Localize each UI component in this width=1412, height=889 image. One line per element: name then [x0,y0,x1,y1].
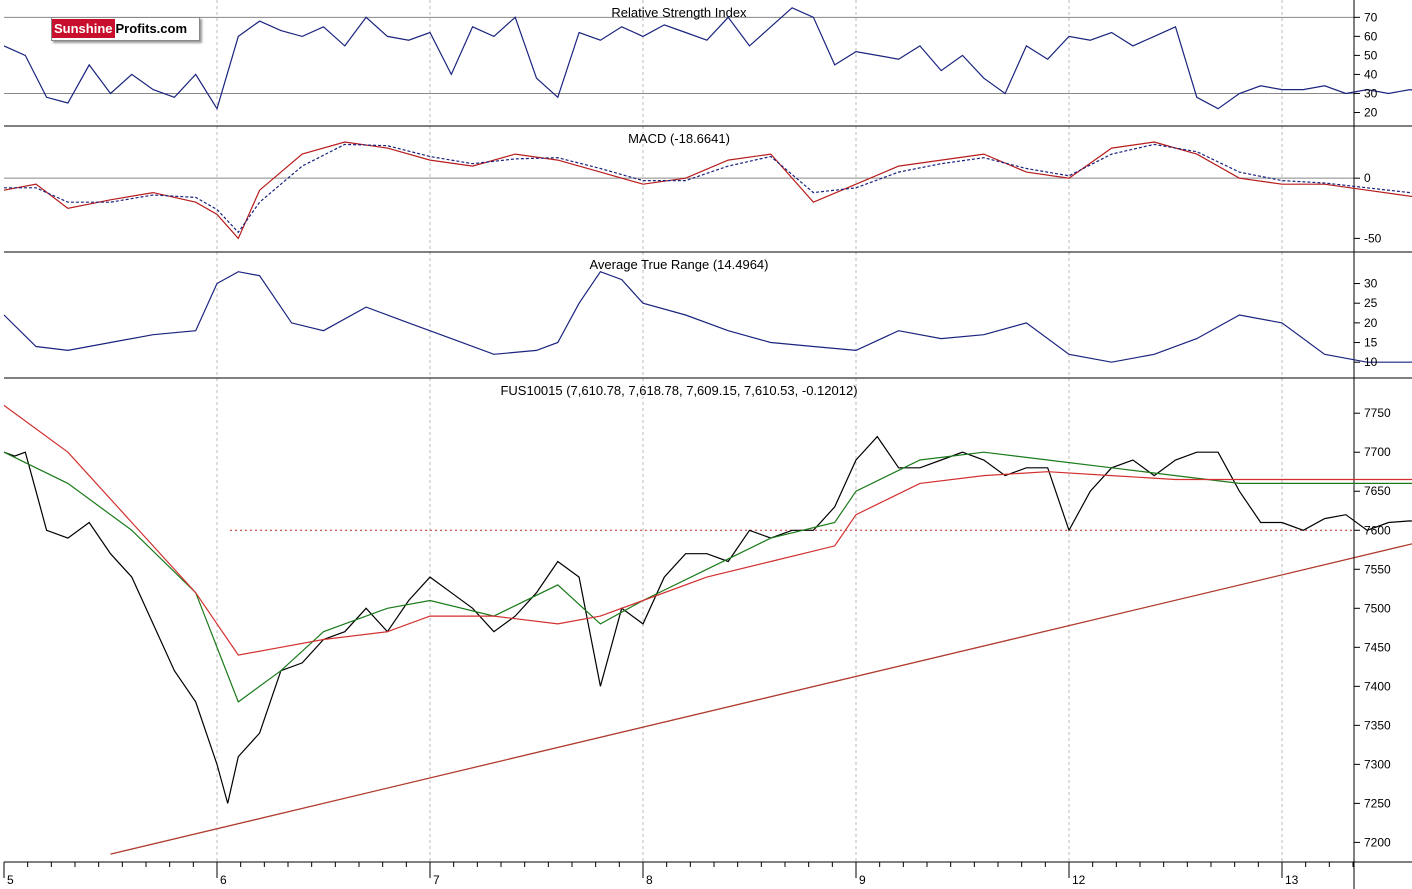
y-tick-label: 50 [1364,48,1378,62]
y-tick-label: 7650 [1364,484,1391,498]
y-tick-label: 70 [1364,10,1378,24]
y-tick-label: 7550 [1364,562,1391,576]
y-tick-label: 7350 [1364,718,1391,732]
x-date-label: 8 [646,873,653,887]
y-tick-label: 60 [1364,29,1378,43]
y-tick-label: 20 [1364,316,1378,330]
y-tick-label: 7750 [1364,406,1391,420]
sunshine-profits-logo: Sunshine Profits.com [51,17,200,41]
x-date-label: 7 [433,873,440,887]
y-tick-label: 7200 [1364,835,1391,849]
series-line [3,7,1412,111]
y-tick-label: 30 [1364,86,1378,100]
y-tick-label: -50 [1364,231,1382,245]
y-tick-label: 15 [1364,336,1378,350]
rsi-title: Relative Strength Index [611,5,747,20]
x-axis: 5 6 7 8 9 12 13 [3,861,1412,887]
grid-layer [4,0,1412,862]
atr-title: Average True Range (14.4964) [590,257,769,272]
y-tick-label: 7250 [1364,796,1391,810]
x-date-label: 9 [859,873,866,887]
price-title: FUS10015 (7,610.78, 7,618.78, 7,609.15, … [500,383,857,398]
series-layer [3,7,1412,804]
logo-part-profits: Profits.com [115,21,188,36]
series-line [3,270,1412,363]
y-tick-label: 20 [1364,105,1378,119]
series-line [3,451,1412,703]
x-date-label: 5 [7,873,14,887]
y-tick-label: 7450 [1364,640,1391,654]
y-tick-label: 30 [1364,277,1378,291]
y-tick-label: 10 [1364,355,1378,369]
x-date-label: 13 [1285,873,1299,887]
x-date-label: 12 [1072,873,1086,887]
series-line [3,141,1412,240]
y-tick-label: 7600 [1364,523,1391,537]
y-tick-label: 40 [1364,67,1378,81]
logo-part-sunshine: Sunshine [52,19,115,38]
y-tick-label: 0 [1364,171,1371,185]
series-line [3,435,1412,804]
series-line [3,404,1412,656]
y-tick-label: 7500 [1364,601,1391,615]
y-tick-label: 7400 [1364,679,1391,693]
macd-title: MACD (-18.6641) [628,131,730,146]
y-tick-label: 25 [1364,296,1378,310]
series-line [4,143,1412,234]
y-tick-label: 7300 [1364,757,1391,771]
trend-line [110,543,1412,855]
y-axis-ticks: 20 30 40 50 60 70 -50 0 10 15 20 25 30 7200 7250 7300 73… [1354,10,1391,849]
y-tick-label: 7700 [1364,445,1391,459]
x-date-label: 6 [220,873,227,887]
